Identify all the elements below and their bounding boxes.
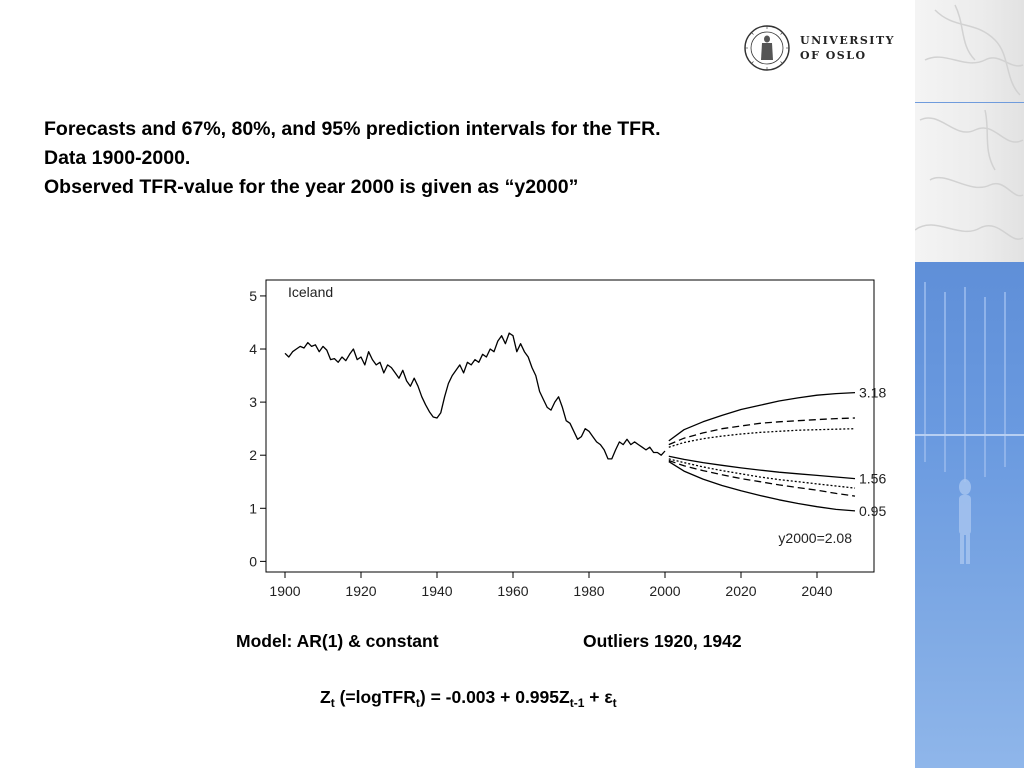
x-tick-label: 1900 (269, 583, 300, 599)
university-logo: UNIVERSITY OF OSLO (743, 24, 903, 76)
forecast-series-line (668, 391, 856, 442)
y-tick-label: 4 (249, 341, 257, 357)
title-line-3: Observed TFR-value for the year 2000 is … (44, 176, 579, 198)
formula-z: Z (320, 687, 331, 707)
x-tick-label: 2040 (801, 583, 832, 599)
outliers-caption: Outliers 1920, 1942 (583, 631, 742, 651)
side-panel-engraving (915, 0, 1024, 262)
formula-sub-t: t (330, 696, 335, 710)
plot-frame (265, 279, 875, 573)
logo-text-line1: UNIVERSITY (800, 34, 895, 47)
y-tick-label: 2 (249, 447, 257, 463)
x-tick-label: 1920 (345, 583, 376, 599)
x-tick-label: 1940 (421, 583, 452, 599)
formula-part3: + ε (584, 687, 613, 707)
title-line-2: Data 1900-2000. (44, 147, 191, 169)
formula-part2: ) = -0.003 + 0.995Z (419, 687, 570, 707)
series-end-label: 3.18 (859, 385, 886, 401)
formula-sub-t: t (415, 696, 420, 710)
slide-title: Forecasts and 67%, 80%, and 95% predicti… (44, 115, 904, 202)
chart-annotation: y2000=2.08 (778, 530, 852, 546)
chart-title: Iceland (288, 284, 333, 300)
forecast-series-line (668, 455, 856, 480)
engraving-art (915, 4, 1024, 240)
forecast-series-line (668, 428, 856, 448)
x-tick-label: 2000 (649, 583, 680, 599)
forecast-series-line (668, 417, 856, 446)
side-divider-line (915, 102, 1024, 103)
x-tick-label: 1980 (573, 583, 604, 599)
decorative-side-panel (915, 0, 1024, 768)
forecast-series-line (668, 459, 856, 497)
logo-text-line2: OF OSLO (800, 49, 867, 62)
series-end-label: 1.56 (859, 471, 886, 487)
title-line-1: Forecasts and 67%, 80%, and 95% predicti… (44, 118, 661, 140)
y-tick-label: 3 (249, 394, 257, 410)
forecast-series-line (668, 458, 856, 489)
side-panel-blue (915, 262, 1024, 768)
x-tick-label: 1960 (497, 583, 528, 599)
formula-sub-t: t (612, 696, 617, 710)
series-end-label: 0.95 (859, 503, 886, 519)
university-seal-icon (744, 25, 790, 71)
formula-part1: (=logTFR (334, 687, 416, 707)
side-divider-line (915, 434, 1024, 436)
formula-sub-t-minus-1: t-1 (569, 696, 585, 710)
y-tick-label: 5 (249, 288, 257, 304)
model-caption: Model: AR(1) & constant (236, 631, 439, 651)
model-formula: Zt (=logTFRt) = -0.003 + 0.995Zt-1 + εt (320, 687, 617, 710)
y-tick-label: 0 (249, 553, 257, 569)
forecast-series-line (668, 461, 856, 512)
x-tick-label: 2020 (725, 583, 756, 599)
statue-art (924, 282, 1006, 564)
y-tick-label: 1 (249, 500, 257, 516)
observed-series-line (284, 332, 666, 460)
tfr-forecast-chart: 0 1 2 3 4 5 1900 1920 1940 1960 1980 2000 2020 2040 Ic… (249, 279, 886, 599)
